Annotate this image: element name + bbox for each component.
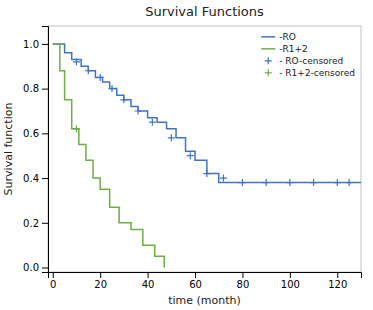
tick-label: 20 (94, 279, 107, 290)
tick: 0.0 (23, 262, 48, 273)
tick: 60 (189, 272, 202, 290)
censored-marker (187, 152, 194, 159)
censored-marker (346, 179, 353, 186)
censored-marker (85, 67, 92, 74)
censored-marker (310, 179, 317, 186)
tick-mark (42, 133, 48, 134)
censored-marker (239, 179, 246, 186)
censored-marker (203, 170, 210, 177)
tick: 0.4 (23, 173, 48, 184)
legend-swatch (265, 57, 272, 64)
axis-line (42, 27, 49, 273)
legend-entry: -RO (261, 32, 296, 42)
tick-mark (337, 272, 338, 278)
tick-label: 1.0 (23, 39, 39, 50)
tick-label: 80 (237, 279, 250, 290)
tick-mark (148, 272, 149, 278)
chart: 0 20 40 60 80 100 120 0.0 0.2 0.4 0.6 0.8 1.0 -RO -R1+… (0, 0, 373, 310)
tick-mark (290, 272, 291, 278)
tick: 100 (281, 272, 300, 290)
x-axis: 0 20 40 60 80 100 120 (49, 272, 362, 290)
censored-marker (135, 107, 142, 114)
tick: 0 (50, 272, 56, 290)
tick-label: 0.0 (23, 262, 39, 273)
tick-mark (53, 272, 54, 278)
tick-mark (42, 223, 48, 224)
tick: 20 (94, 272, 107, 290)
tick: 0.6 (23, 128, 48, 139)
tick-label: 0.4 (23, 173, 39, 184)
tick-label: 40 (142, 279, 155, 290)
legend-entry: - R1+2-censored (265, 68, 355, 78)
tick-mark (100, 272, 101, 278)
tick-label: 60 (189, 279, 202, 290)
censored-marker (334, 179, 341, 186)
tick: 1.0 (23, 39, 48, 50)
tick-mark (42, 178, 48, 179)
tick-mark (42, 268, 48, 269)
legend-label: - RO-censored (279, 56, 343, 66)
tick-label: 0.8 (23, 83, 39, 94)
tick-label: 0.6 (23, 128, 39, 139)
censored-marker (220, 175, 227, 182)
title: Survival Functions (145, 4, 264, 19)
axis-line (49, 273, 362, 279)
censored-marker (97, 74, 104, 81)
legend-label: - R1+2-censored (279, 68, 355, 78)
censored-marker (149, 119, 156, 126)
plot-frame (48, 26, 361, 272)
survival-line (53, 44, 164, 268)
tick-label: 0 (50, 279, 56, 290)
legend-swatch (265, 69, 272, 76)
tick-label: 100 (281, 279, 300, 290)
censored-marker (286, 179, 293, 186)
tick-label: 120 (328, 279, 347, 290)
y-axis: 0.0 0.2 0.4 0.6 0.8 1.0 (23, 27, 48, 274)
legend-swatch (261, 48, 275, 50)
legend-entry: -R1+2 (261, 44, 308, 54)
censored-marker (73, 125, 80, 132)
censored-marker (168, 134, 175, 141)
plot-area: 0 20 40 60 80 100 120 0.0 0.2 0.4 0.6 0.8 1.0 -RO -R1+… (23, 26, 361, 290)
censored-marker (263, 179, 270, 186)
tick: 120 (328, 272, 347, 290)
tick: 40 (142, 272, 155, 290)
censored-marker (73, 58, 80, 65)
tick: 0.8 (23, 83, 48, 94)
tick-mark (42, 44, 48, 45)
tick: 0.2 (23, 218, 48, 229)
censored-marker (120, 96, 127, 103)
legend-swatch (261, 36, 275, 38)
legend: -RO -R1+2 - RO-censored - R1+2-censored (261, 32, 355, 78)
marks (53, 44, 361, 268)
tick-mark (42, 89, 48, 90)
legend-label: -RO (279, 32, 296, 42)
y-axis-title: Survival function (2, 103, 15, 196)
censored-marker (109, 85, 116, 92)
legend-label: -R1+2 (279, 44, 308, 54)
tick-mark (242, 272, 243, 278)
tick-label: 0.2 (23, 218, 39, 229)
survival-line (53, 44, 361, 183)
tick: 80 (237, 272, 250, 290)
tick-mark (195, 272, 196, 278)
legend-entry: - RO-censored (265, 56, 344, 66)
x-axis-title: time (month) (168, 294, 241, 307)
